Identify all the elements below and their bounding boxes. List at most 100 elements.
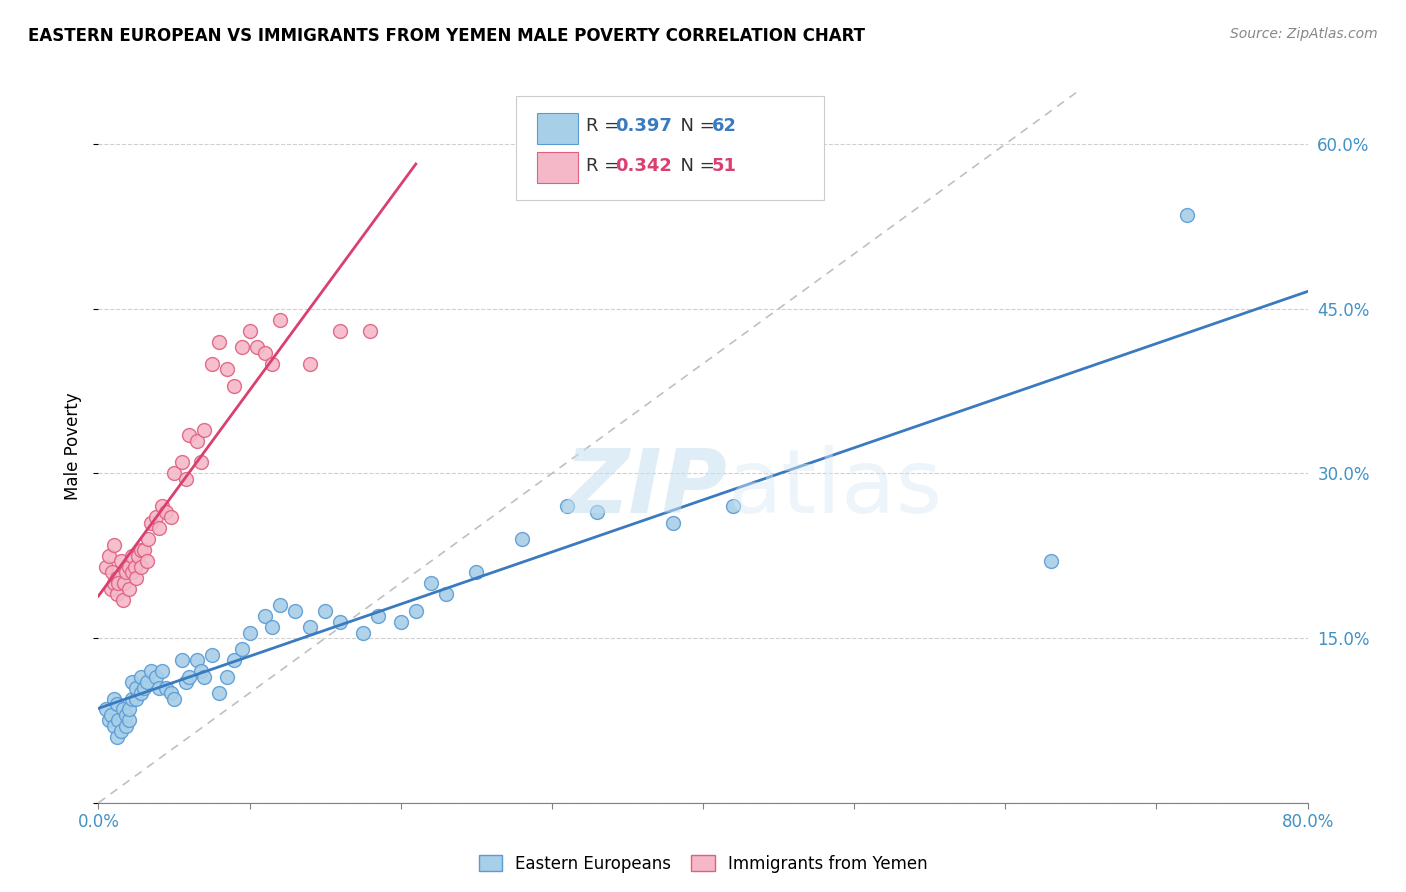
Point [125, 681, 148, 695]
Legend: Eastern Europeans, Immigrants from Yemen: Eastern Europeans, Immigrants from Yemen [472, 848, 934, 880]
Point [136, 533, 159, 547]
Point [314, 604, 336, 618]
Point [367, 609, 389, 624]
Point [231, 340, 253, 354]
Y-axis label: Male Poverty: Male Poverty [65, 392, 83, 500]
Point [112, 576, 135, 591]
Point [118, 559, 141, 574]
Point [94, 559, 117, 574]
Point [155, 681, 177, 695]
Point [215, 362, 238, 376]
Point [208, 686, 231, 700]
Point [170, 653, 193, 667]
Text: ZIP: ZIP [564, 445, 727, 533]
Point [201, 357, 224, 371]
Point [103, 576, 125, 591]
Point [101, 566, 124, 580]
Point [103, 719, 125, 733]
Point [269, 312, 291, 326]
Text: EASTERN EUROPEAN VS IMMIGRANTS FROM YEMEN MALE POVERTY CORRELATION CHART: EASTERN EUROPEAN VS IMMIGRANTS FROM YEME… [28, 27, 865, 45]
Point [170, 455, 193, 469]
Point [127, 549, 149, 563]
Point [1175, 209, 1198, 223]
Text: 0.342: 0.342 [614, 157, 672, 175]
Point [329, 615, 352, 629]
Text: atlas: atlas [727, 445, 942, 533]
Point [132, 543, 155, 558]
Point [129, 543, 152, 558]
Point [253, 345, 276, 359]
Point [129, 559, 152, 574]
Point [215, 669, 238, 683]
Text: N =: N = [669, 157, 721, 175]
Point [118, 582, 141, 596]
Point [110, 554, 132, 568]
Point [190, 664, 212, 678]
Point [193, 669, 215, 683]
Point [145, 669, 167, 683]
Point [179, 669, 201, 683]
Point [224, 378, 246, 392]
Point [163, 467, 186, 481]
Point [208, 334, 231, 349]
Point [111, 592, 134, 607]
Point [352, 625, 374, 640]
FancyBboxPatch shape [537, 152, 578, 184]
Point [114, 708, 136, 723]
Point [105, 697, 128, 711]
Point [299, 620, 322, 634]
Point [105, 587, 128, 601]
Point [114, 566, 136, 580]
Point [125, 571, 148, 585]
FancyBboxPatch shape [537, 112, 578, 145]
Point [94, 702, 117, 716]
Point [114, 719, 136, 733]
Point [434, 587, 457, 601]
Point [186, 434, 208, 448]
Point [105, 571, 128, 585]
Point [661, 516, 683, 530]
Point [420, 576, 443, 591]
Point [132, 681, 155, 695]
Point [129, 686, 152, 700]
Point [98, 714, 121, 728]
Point [465, 566, 488, 580]
Point [723, 500, 745, 514]
Point [186, 653, 208, 667]
FancyBboxPatch shape [516, 96, 824, 200]
Point [118, 714, 141, 728]
Point [155, 505, 177, 519]
Point [160, 510, 183, 524]
Point [174, 675, 197, 690]
Point [145, 510, 167, 524]
Point [160, 686, 183, 700]
Point [118, 702, 141, 716]
Text: 0.397: 0.397 [614, 118, 672, 136]
Point [190, 455, 212, 469]
Point [262, 620, 284, 634]
Point [141, 516, 163, 530]
Point [148, 681, 170, 695]
Point [262, 357, 284, 371]
Point [555, 500, 578, 514]
Point [224, 653, 246, 667]
Point [111, 702, 134, 716]
Point [148, 521, 170, 535]
Text: 62: 62 [711, 118, 737, 136]
Point [110, 724, 132, 739]
Point [129, 669, 152, 683]
Point [231, 642, 253, 657]
Point [150, 500, 173, 514]
Point [135, 675, 157, 690]
Point [193, 423, 215, 437]
Point [269, 598, 291, 612]
Point [201, 648, 224, 662]
Point [135, 554, 157, 568]
Point [360, 324, 382, 338]
Text: R =: R = [586, 157, 624, 175]
Point [239, 625, 262, 640]
Point [284, 604, 307, 618]
Point [125, 691, 148, 706]
Point [150, 664, 173, 678]
Text: Source: ZipAtlas.com: Source: ZipAtlas.com [1230, 27, 1378, 41]
